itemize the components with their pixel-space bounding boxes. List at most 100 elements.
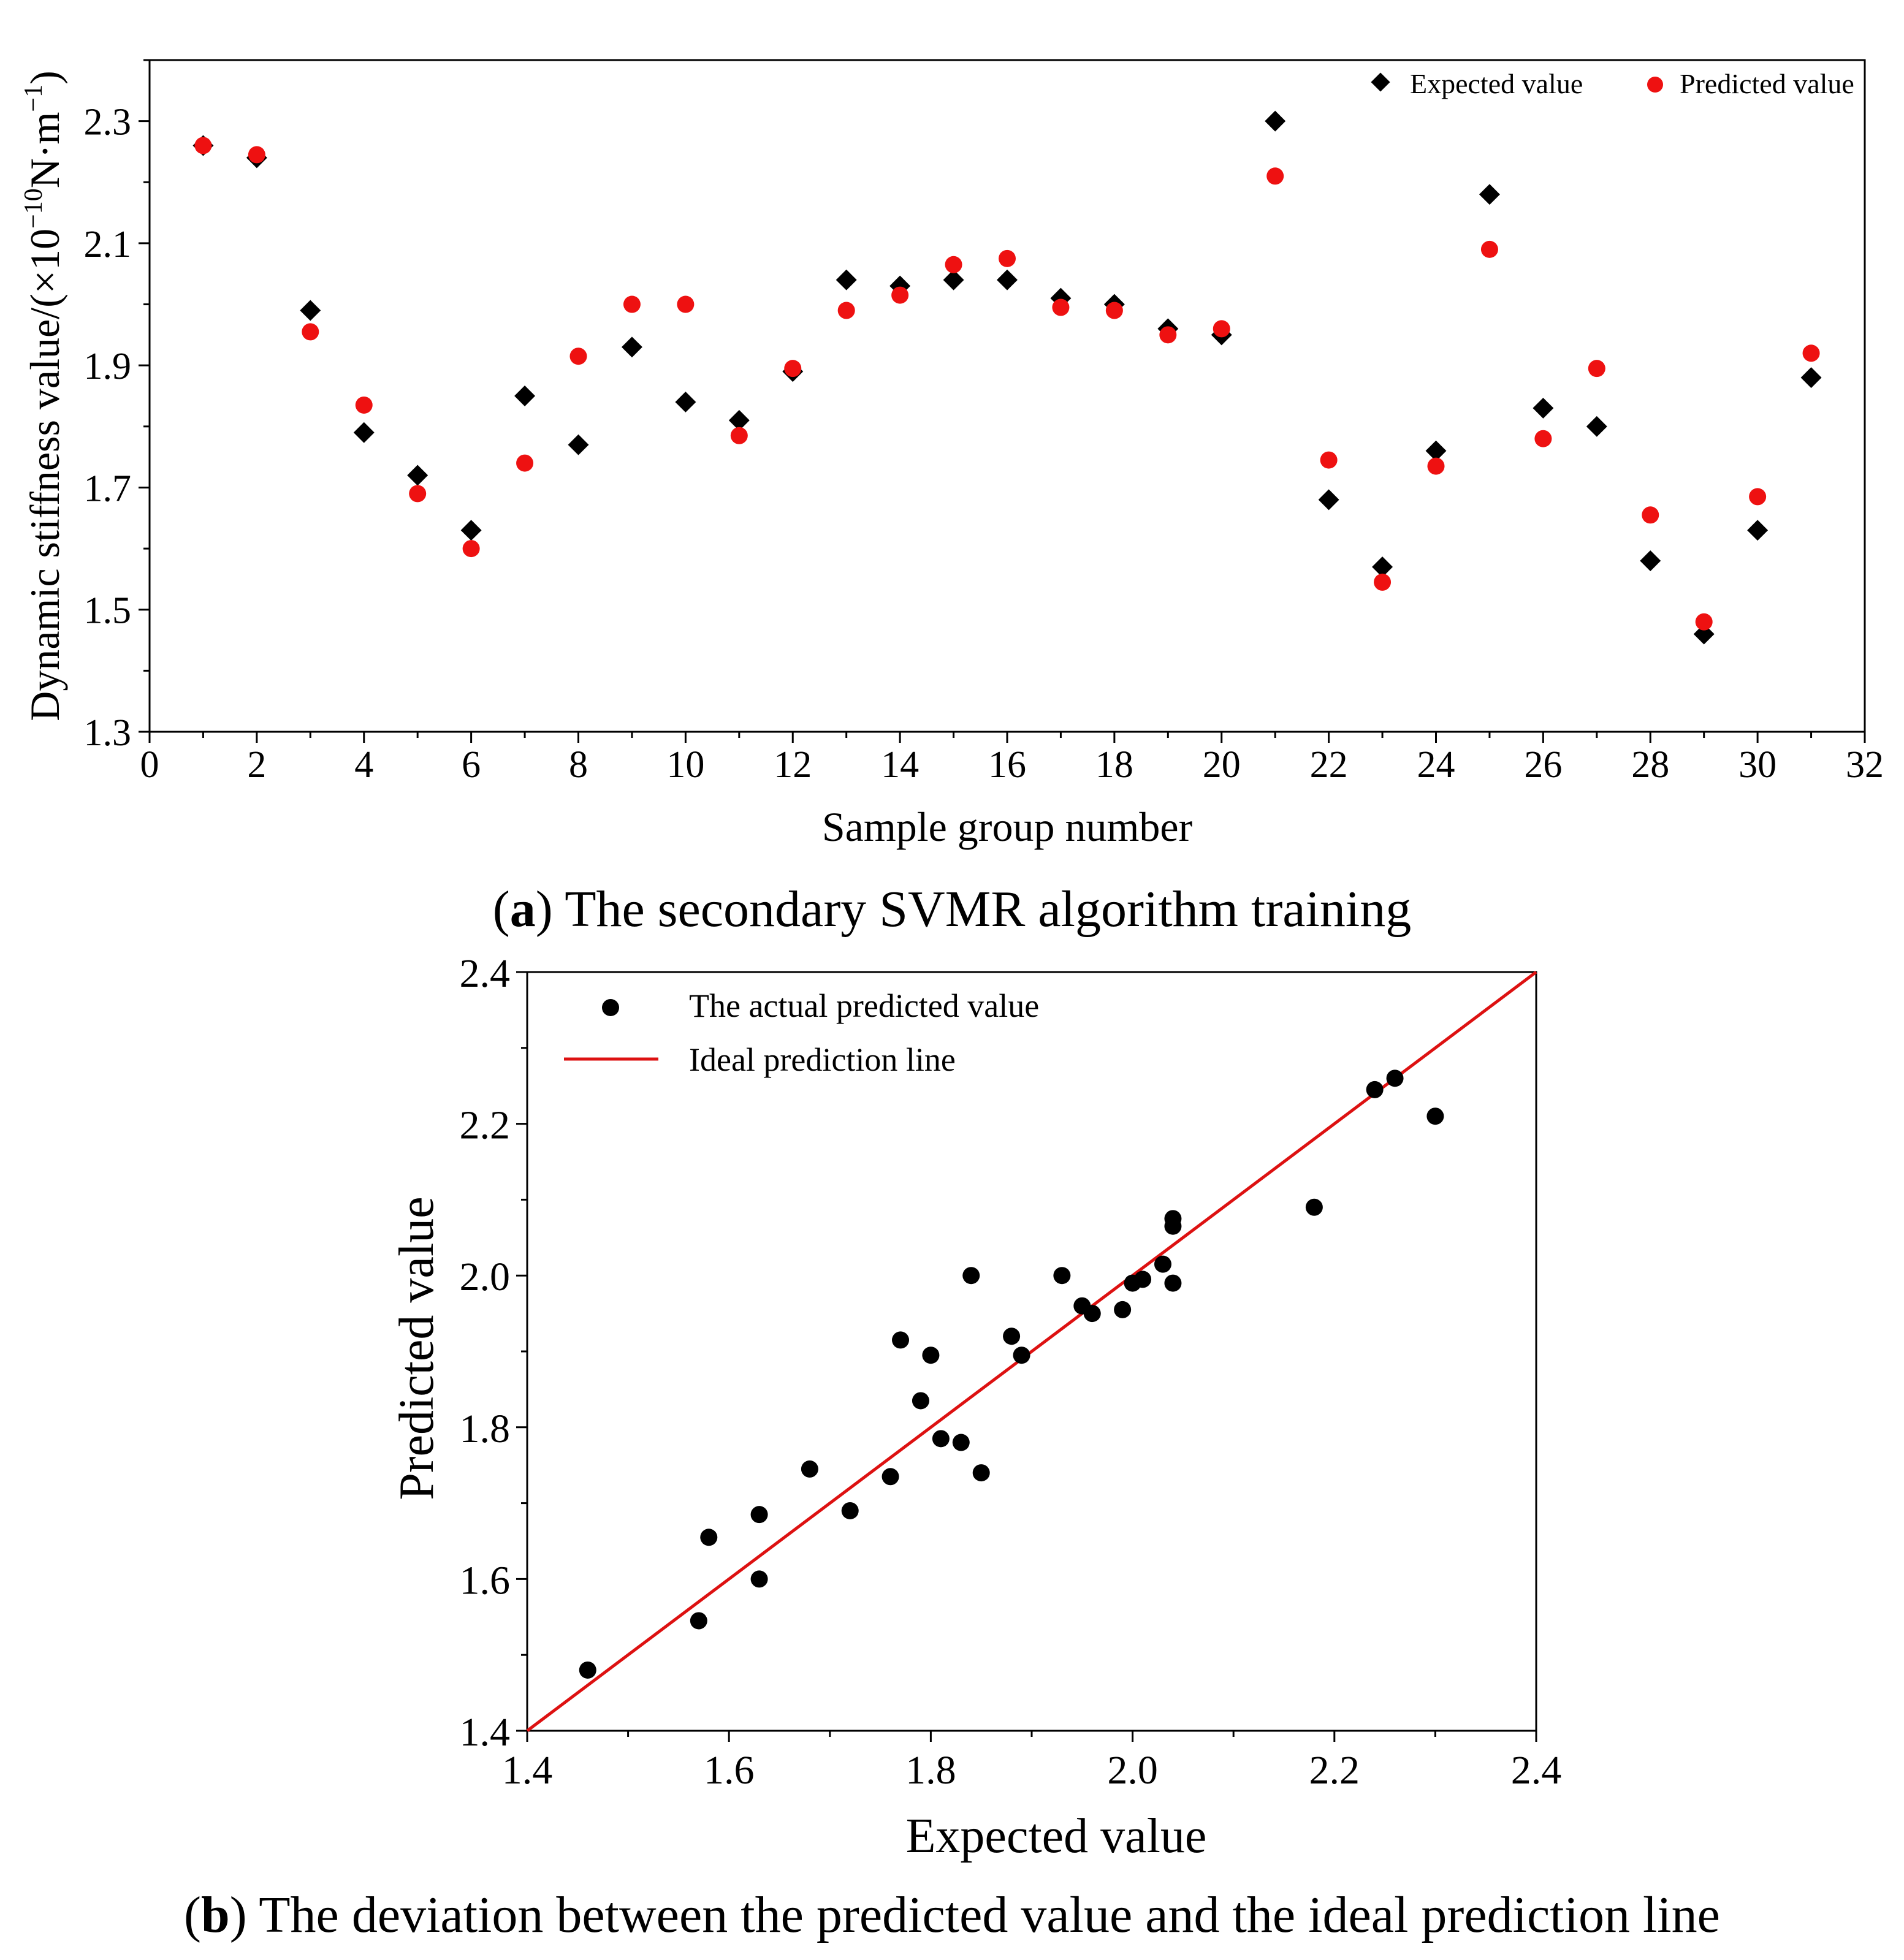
expected-point [1800,367,1822,389]
chart-a-points [192,110,1822,645]
expected-point [675,391,696,412]
predicted-point [1802,344,1820,362]
caption-b-text: The deviation between the predicted valu… [259,1886,1720,1943]
chart-b: 1.4 1.6 1.8 2.0 2.2 2.4 1.4 1.6 1.8 2.0 2.2 2.4 Ex… [390,951,1561,1863]
actual-predicted-point [750,1506,768,1524]
chart-a-y-tick-label: 2.1 [84,224,132,265]
predicted-point [1588,360,1605,378]
chart-a-x-tick-labels: 0 2 4 6 8 10 12 14 16 18 20 22 24 26 28 30 32 [140,744,1884,786]
predicted-point [1534,430,1552,447]
chart-a-x-tick-label: 2 [247,744,266,786]
chart-a-x-tick-label: 8 [569,744,588,786]
ideal-prediction-line [526,971,1537,1732]
caption-a: (a) The secondary SVMR algorithm trainin… [492,881,1412,938]
predicted-point [1266,167,1284,185]
actual-predicted-point [1003,1328,1021,1345]
legend-actual-marker [602,999,619,1016]
actual-predicted-point [1164,1274,1182,1292]
chart-a-y-tick-label: 1.9 [84,346,132,387]
actual-predicted-point [1124,1274,1141,1292]
predicted-point [999,249,1016,267]
caption-b-letter: b [201,1886,230,1943]
chart-a-y-label-exp1: −10 [20,188,48,229]
caption-b: (b) The deviation between the predicted … [184,1886,1720,1943]
chart-b-y-tick-label: 2.4 [460,951,511,996]
actual-predicted-point [1013,1347,1030,1364]
expected-point [1533,397,1554,419]
predicted-point [1374,573,1392,591]
expected-point [353,422,375,443]
expected-point [728,409,750,431]
actual-predicted-point [700,1529,718,1546]
chart-a-y-label-mid: N·m [21,112,68,189]
chart-b-y-tick-label: 1.6 [460,1558,511,1603]
chart-a-y-tick-label: 1.3 [84,712,132,754]
expected-point [514,386,536,406]
actual-predicted-point [1053,1267,1071,1285]
expected-point [836,269,857,291]
expected-point [621,336,642,358]
actual-predicted-point [932,1430,950,1448]
chart-b-points [579,1069,1444,1679]
chart-b-y-tick-label: 1.4 [460,1710,511,1755]
predicted-point [1052,298,1070,316]
predicted-point [784,360,802,378]
predicted-point [248,146,265,164]
predicted-point [1642,506,1659,524]
chart-b-x-tick-label: 1.8 [905,1748,956,1793]
chart-a-x-tick-label: 16 [988,744,1026,786]
chart-a-ticks [139,59,1866,743]
predicted-point [1320,451,1338,469]
legend-ideal-label: Ideal prediction line [689,1041,956,1078]
predicted-point [194,137,212,154]
legend-expected-label: Expected value [1410,68,1583,99]
chart-a-x-tick-label: 4 [354,744,373,786]
predicted-point [1105,302,1123,319]
predicted-point [891,286,909,304]
caption-a-text: The secondary SVMR algorithm training [565,881,1412,938]
legend-predicted-marker [1647,77,1663,93]
chart-a-x-axis-label: Sample group number [822,803,1193,850]
actual-predicted-point [750,1570,768,1588]
predicted-point [409,485,427,503]
chart-a-x-tick-label: 0 [140,744,159,786]
chart-b-x-tick-label: 1.6 [704,1748,755,1793]
chart-a: 0 2 4 6 8 10 12 14 16 18 20 22 24 26 28 30 32 1.31.51.71… [20,59,1884,850]
chart-a-y-tick-label: 2.3 [84,102,132,143]
predicted-point [569,348,587,365]
expected-point [1640,550,1661,571]
actual-predicted-point [952,1434,970,1451]
chart-a-plot-frame [148,59,1866,733]
chart-b-ticks [516,971,1537,1742]
chart-a-y-label-prefix: Dynamic stiffness value/(×10 [21,229,68,721]
chart-a-y-tick-labels: 1.3 1.5 1.7 1.9 2.1 2.3 [84,102,132,754]
chart-a-x-tick-label: 30 [1738,744,1776,786]
predicted-point [302,323,319,341]
predicted-point [516,454,534,472]
expected-point [1479,184,1500,205]
chart-b-x-axis-label: Expected value [906,1809,1207,1863]
actual-predicted-point [1154,1255,1171,1273]
chart-b-x-tick-label: 2.0 [1107,1748,1158,1793]
predicted-point [462,540,480,558]
chart-b-x-tick-labels: 1.4 1.6 1.8 2.0 2.2 2.4 [502,1748,1562,1793]
actual-predicted-point [841,1502,859,1519]
expected-point [1747,520,1769,541]
actual-predicted-point [801,1460,818,1478]
predicted-point [1427,457,1445,475]
predicted-point [1213,320,1230,338]
chart-a-x-tick-label: 22 [1310,744,1348,786]
actual-predicted-point [1366,1081,1384,1098]
actual-predicted-point [1164,1210,1182,1228]
chart-b-y-tick-label: 1.8 [460,1407,511,1451]
chart-a-y-tick-label: 1.7 [84,468,132,509]
chart-a-x-tick-label: 6 [462,744,481,786]
actual-predicted-point [1073,1297,1091,1315]
expected-point [1265,110,1286,132]
chart-a-y-axis-label: Dynamic stiffness value/(×10−10N·m−1) [20,70,68,721]
chart-a-x-tick-label: 10 [666,744,704,786]
chart-a-x-tick-label: 12 [774,744,812,786]
predicted-point [355,396,373,414]
chart-b-y-tick-label: 2.0 [460,1255,511,1299]
